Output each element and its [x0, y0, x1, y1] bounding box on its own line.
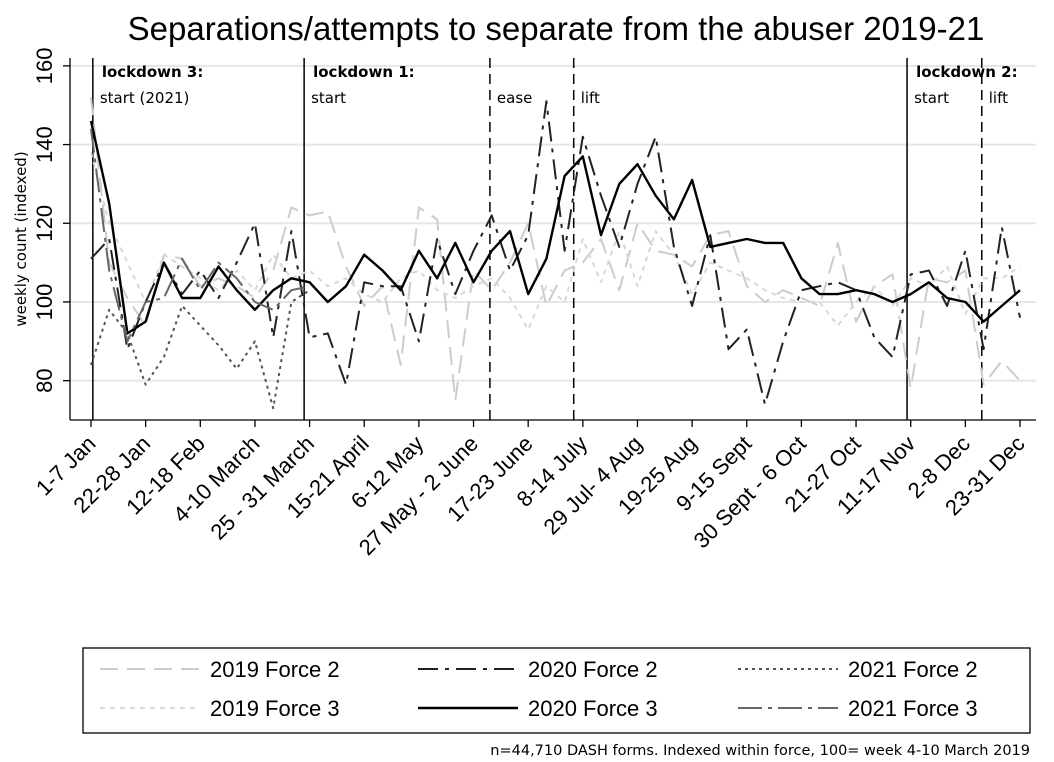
- y-tick-label-120: 120: [32, 205, 57, 242]
- series-line-2020-force-2: [90, 100, 1021, 406]
- legend: 2019 Force 2 2020 Force 2 2021 Force 2 2019…: [82, 647, 1031, 734]
- legend-label-2019-force-2: 2019 Force 2: [210, 657, 340, 682]
- legend-label-2019-force-3: 2019 Force 3: [210, 696, 340, 721]
- legend-label-2021-force-2: 2021 Force 2: [848, 657, 978, 682]
- chart-title: Separations/attempts to separate from th…: [128, 10, 985, 47]
- plot-area: lockdown 3: start (2021) lockdown 1: start e…: [31, 48, 1036, 560]
- legend-box: [82, 647, 1031, 734]
- legend-label-2020-force-2: 2020 Force 2: [528, 657, 658, 682]
- event-label-4: start: [914, 89, 949, 107]
- event-label-1: start: [311, 89, 346, 107]
- event-label-0: start (2021): [100, 89, 190, 107]
- event-heading-4: lockdown 2:: [916, 63, 1018, 81]
- legend-label-2020-force-3: 2020 Force 3: [528, 696, 658, 721]
- plot-background: [70, 58, 1036, 420]
- event-label-2: ease: [497, 89, 532, 107]
- legend-label-2021-force-3: 2021 Force 3: [848, 696, 978, 721]
- y-axis-ticks: 80 100 120 140 160: [32, 48, 70, 393]
- series-line-2021-force-3: [90, 128, 310, 343]
- event-label-3: lift: [581, 89, 600, 107]
- series-line-2021-force-2: [90, 289, 311, 410]
- y-axis-label: weekly count (indexed): [12, 151, 30, 326]
- series-line-2020-force-3: [89, 120, 1021, 335]
- y-tick-label-100: 100: [32, 284, 57, 321]
- y-tick-label-80: 80: [32, 368, 57, 392]
- series-line-2019-force-3: [90, 152, 1021, 331]
- series-lines: [89, 97, 1021, 410]
- event-lines: lockdown 3: start (2021) lockdown 1: start e…: [92, 58, 1018, 420]
- event-heading-1: lockdown 1:: [313, 63, 415, 81]
- event-heading-0: lockdown 3:: [102, 63, 204, 81]
- y-tick-label-160: 160: [32, 48, 57, 85]
- event-label-5: lift: [989, 89, 1008, 107]
- footnote: n=44,710 DASH forms. Indexed within forc…: [490, 743, 1030, 759]
- y-tick-label-140: 140: [32, 126, 57, 163]
- series-line-2019-force-2: [90, 97, 1021, 402]
